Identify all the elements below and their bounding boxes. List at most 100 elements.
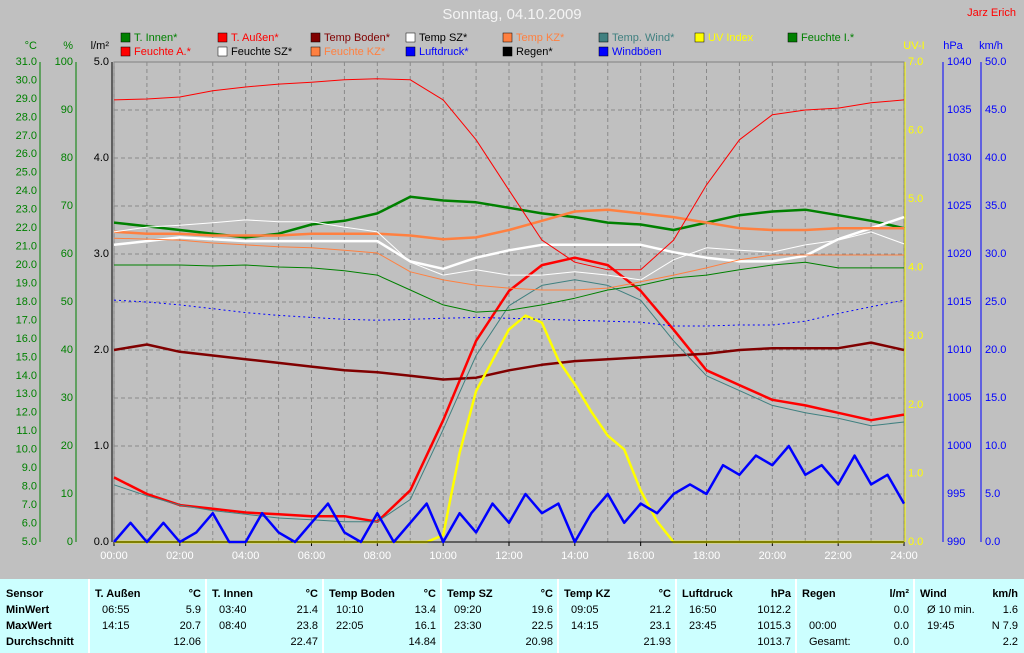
y-tick-label: 40.0 [985,152,1006,164]
cell-time: 10:10 [336,604,364,616]
y-tick-label: 995 [947,488,965,500]
cell-value: 14.84 [408,636,436,648]
group-unit: l/m² [889,588,909,600]
y-tick-label: 24.0 [16,185,37,197]
cell-value: N 7.9 [992,620,1018,632]
y-tick-label: 25.0 [985,296,1006,308]
cell-value: 23.1 [650,620,671,632]
y-tick-label: 30.0 [16,74,37,86]
series-line [113,256,905,523]
series-line [113,215,905,271]
legend-label: Feuchte A.* [134,46,192,58]
legend-swatch [502,46,513,57]
y-tick-label: 1030 [947,152,971,164]
y-tick-label: 20.0 [985,344,1006,356]
y-tick-label: 22.0 [16,222,37,234]
cell-value: 16.1 [415,620,436,632]
y-tick-label: 25.0 [16,167,37,179]
cell-value: 12.06 [173,636,201,648]
x-tick-label: 04:00 [232,550,260,562]
legend-label: Luftdruck* [419,46,469,58]
cell-value: 0.0 [894,604,909,616]
group-unit: hPa [771,588,792,600]
cell-value: 1012.2 [757,604,791,616]
legend-swatch [310,32,321,43]
cell-time: 23:30 [454,620,482,632]
cell-time: 09:05 [571,604,599,616]
x-tick-label: 20:00 [759,550,787,562]
y-tick-label: 1010 [947,344,971,356]
y-tick-label: 70 [61,200,73,212]
cell-value: 1015.3 [757,620,791,632]
y-tick-label: 5.0 [94,56,109,68]
cell-value: 0.0 [894,620,909,632]
y-tick-label: 45.0 [985,104,1006,116]
y-tick-label: 5.0 [908,193,923,205]
group-unit: °C [189,588,201,600]
legend-swatch [405,32,416,43]
legend-label: Regen* [516,46,553,58]
y-tick-label: 3.0 [908,330,923,342]
series-line [113,237,904,291]
series-line [113,444,906,544]
cell-time: 06:55 [102,604,130,616]
cell-value: 19.6 [532,604,553,616]
legend-label: Temp SZ* [419,32,468,44]
group-title: T. Innen [212,588,253,600]
author: Jarz Erich [967,7,1016,19]
y-tick-label: 7.0 [908,56,923,68]
group-title: Temp KZ [564,588,611,600]
legend-swatch [598,46,609,57]
y-tick-label: 100 [55,56,73,68]
cell-time: 08:40 [219,620,247,632]
x-tick-label: 18:00 [693,550,721,562]
y-tick-label: 21.0 [16,241,37,253]
cell-value: 5.9 [186,604,201,616]
cell-time: 09:20 [454,604,482,616]
y-tick-label: 1.0 [908,467,923,479]
series-line [113,78,905,271]
group-unit: °C [306,588,318,600]
chart-title: Sonntag, 04.10.2009 [442,6,581,23]
cell-value: 21.4 [297,604,318,616]
y-tick-label: 0 [67,536,73,548]
y-tick-label: 4.0 [908,262,923,274]
axis-unit: °C [25,40,37,52]
group-title: Regen [802,588,836,600]
group-title: T. Außen [95,588,141,600]
x-tick-label: 00:00 [100,550,128,562]
axis-unit: % [63,40,73,52]
y-tick-label: 20 [61,440,73,452]
y-tick-label: 6.0 [908,124,923,136]
y-tick-label: 23.0 [16,204,37,216]
legend-label: Temp Boden* [324,32,391,44]
y-tick-label: 6.0 [22,517,37,529]
axis-unit: l/m² [91,40,110,52]
cell-value: 23.8 [297,620,318,632]
axis-unit: km/h [979,40,1003,52]
axis-unit: hPa [943,40,963,52]
y-tick-label: 10 [61,488,73,500]
y-tick-label: 11.0 [16,425,37,437]
y-tick-label: 19.0 [16,277,37,289]
x-tick-label: 22:00 [824,550,852,562]
y-tick-label: 1020 [947,248,971,260]
legend-swatch [310,46,321,57]
y-tick-label: 15.0 [16,351,37,363]
group-title: Temp Boden [329,588,395,600]
x-tick-label: 16:00 [627,550,655,562]
y-tick-label: 3.0 [94,248,109,260]
cell-time: 22:05 [336,620,364,632]
cell-value: 1.6 [1003,604,1018,616]
y-tick-label: 16.0 [16,333,37,345]
legend-swatch [502,32,513,43]
cell-time: 14:15 [102,620,130,632]
y-tick-label: 18.0 [16,296,37,308]
cell-time: 16:50 [689,604,717,616]
series-line [113,299,905,327]
series-line [113,208,904,241]
group-unit: °C [659,588,671,600]
cell-time: Ø 10 min. [927,604,975,616]
legend-label: Temp. Wind* [612,32,675,44]
